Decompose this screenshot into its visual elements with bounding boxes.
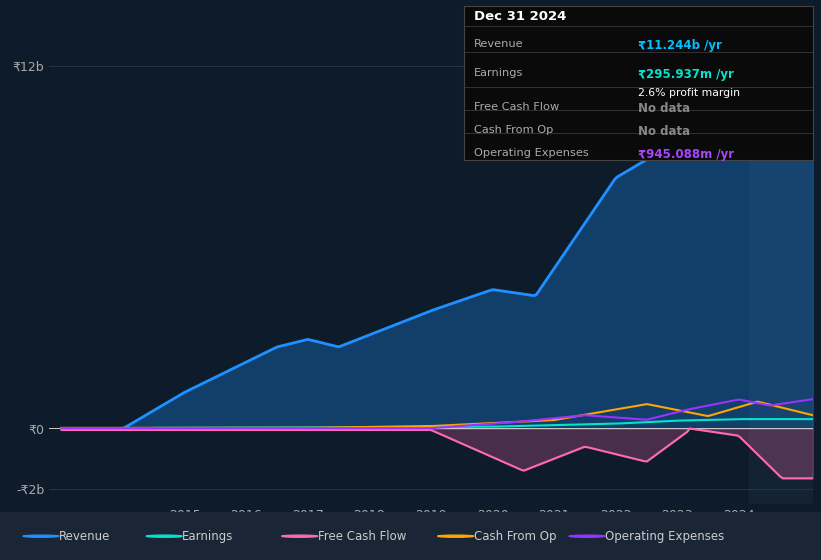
Earnings bbox=[740, 416, 750, 422]
Free Cash Flow bbox=[685, 425, 695, 432]
Text: Earnings: Earnings bbox=[475, 68, 524, 78]
Revenue bbox=[737, 90, 747, 97]
Circle shape bbox=[438, 535, 474, 537]
Text: ₹11.244b /yr: ₹11.244b /yr bbox=[639, 39, 722, 53]
Text: Operating Expenses: Operating Expenses bbox=[475, 148, 589, 158]
Revenue bbox=[785, 57, 795, 63]
Operating Expenses bbox=[737, 397, 747, 404]
Operating Expenses bbox=[504, 419, 514, 426]
Earnings bbox=[808, 416, 818, 422]
Operating Expenses bbox=[502, 419, 511, 426]
Earnings bbox=[690, 417, 699, 423]
Free Cash Flow bbox=[59, 427, 69, 433]
Text: No data: No data bbox=[639, 125, 690, 138]
Revenue bbox=[504, 288, 514, 295]
Text: No data: No data bbox=[639, 102, 690, 115]
Operating Expenses bbox=[516, 418, 526, 425]
Revenue bbox=[57, 425, 67, 432]
Earnings bbox=[59, 425, 69, 432]
Cash From Op bbox=[502, 419, 511, 426]
Cash From Op bbox=[753, 398, 763, 405]
Text: Operating Expenses: Operating Expenses bbox=[605, 530, 724, 543]
Text: ₹295.937m /yr: ₹295.937m /yr bbox=[639, 68, 734, 81]
Earnings bbox=[516, 423, 526, 430]
Cash From Op bbox=[516, 418, 526, 425]
Earnings bbox=[504, 423, 514, 430]
Circle shape bbox=[282, 535, 318, 537]
Free Cash Flow bbox=[516, 466, 526, 473]
Text: Free Cash Flow: Free Cash Flow bbox=[318, 530, 406, 543]
Line: Revenue: Revenue bbox=[62, 60, 813, 428]
Free Cash Flow bbox=[808, 475, 818, 482]
Revenue bbox=[808, 57, 818, 63]
Circle shape bbox=[146, 535, 182, 537]
Text: Cash From Op: Cash From Op bbox=[474, 530, 556, 543]
Revenue bbox=[59, 425, 69, 432]
Free Cash Flow bbox=[502, 460, 511, 466]
Earnings bbox=[735, 416, 745, 422]
Line: Cash From Op: Cash From Op bbox=[62, 402, 813, 428]
Operating Expenses bbox=[57, 425, 67, 432]
Circle shape bbox=[569, 535, 605, 537]
Free Cash Flow bbox=[504, 461, 514, 468]
Cash From Op bbox=[57, 424, 67, 431]
Text: Dec 31 2024: Dec 31 2024 bbox=[475, 10, 566, 23]
Earnings bbox=[502, 423, 511, 430]
Free Cash Flow bbox=[57, 427, 67, 433]
Earnings bbox=[57, 425, 67, 432]
Text: ₹945.088m /yr: ₹945.088m /yr bbox=[639, 148, 735, 161]
Cash From Op bbox=[737, 403, 747, 409]
Cash From Op bbox=[690, 410, 699, 417]
Text: 2.6% profit margin: 2.6% profit margin bbox=[639, 88, 741, 98]
Line: Operating Expenses: Operating Expenses bbox=[62, 399, 813, 428]
Operating Expenses bbox=[690, 405, 699, 412]
Cash From Op bbox=[59, 424, 69, 431]
Free Cash Flow bbox=[740, 438, 750, 445]
Cash From Op bbox=[808, 412, 818, 418]
Text: Revenue: Revenue bbox=[59, 530, 111, 543]
Cash From Op bbox=[504, 419, 514, 426]
Text: Cash From Op: Cash From Op bbox=[475, 125, 553, 135]
Line: Earnings: Earnings bbox=[62, 419, 813, 428]
Operating Expenses bbox=[59, 425, 69, 432]
Text: Revenue: Revenue bbox=[475, 39, 524, 49]
Bar bbox=[750, 6, 821, 504]
Free Cash Flow bbox=[777, 475, 787, 482]
Free Cash Flow bbox=[692, 426, 702, 433]
Line: Free Cash Flow: Free Cash Flow bbox=[62, 428, 813, 478]
Text: Earnings: Earnings bbox=[182, 530, 234, 543]
Revenue bbox=[502, 288, 511, 295]
Circle shape bbox=[23, 535, 59, 537]
Operating Expenses bbox=[808, 396, 818, 403]
Revenue bbox=[516, 291, 526, 297]
Text: Free Cash Flow: Free Cash Flow bbox=[475, 102, 560, 112]
Revenue bbox=[690, 125, 699, 132]
